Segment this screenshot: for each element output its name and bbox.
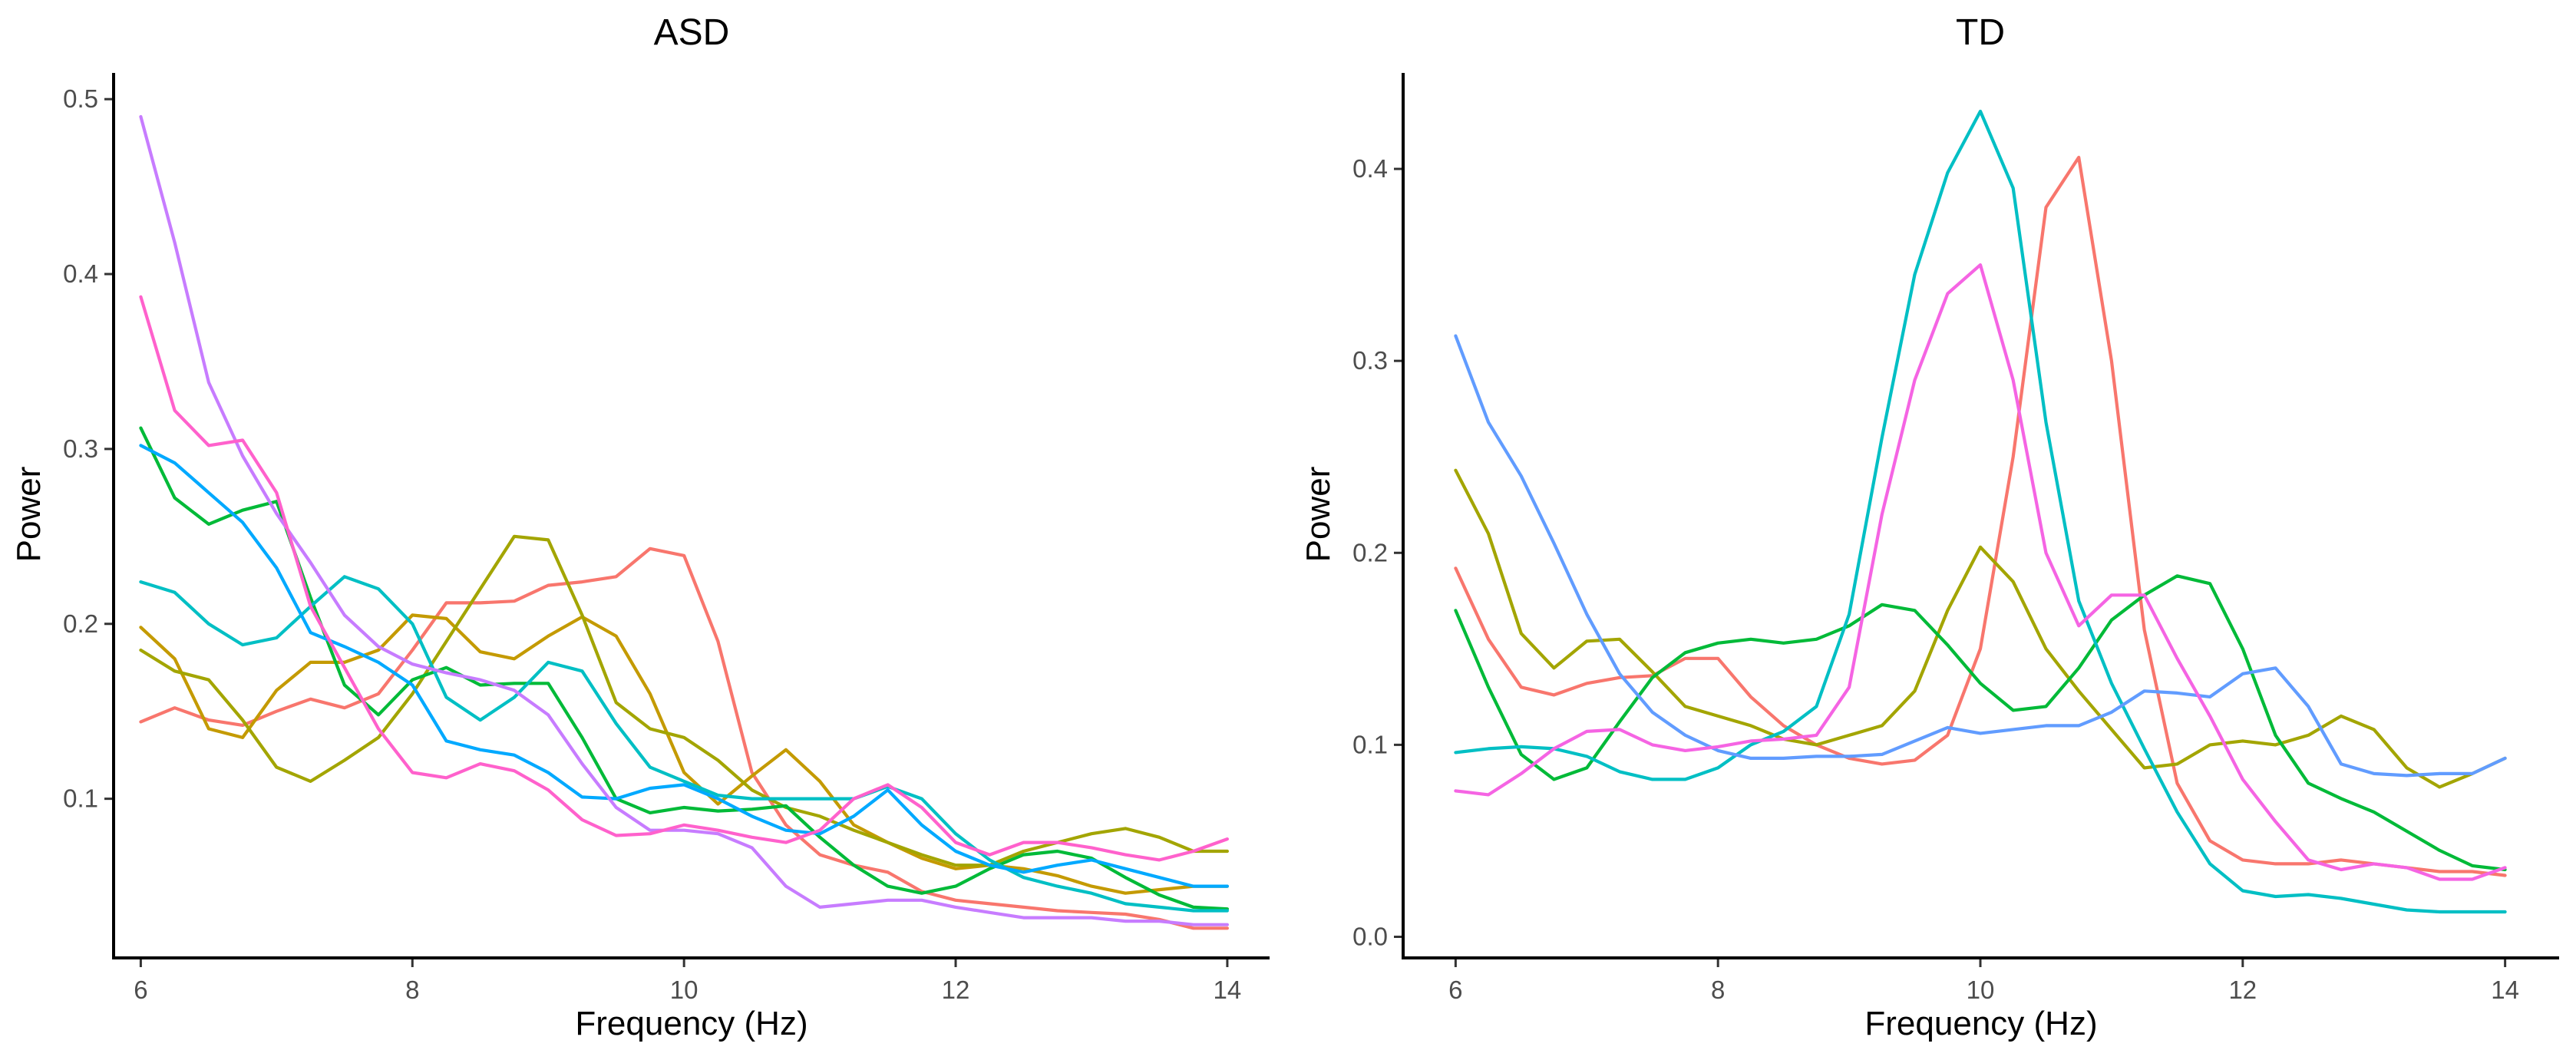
td-series-line-5	[1454, 334, 2507, 778]
asd-series-line-2	[139, 613, 1230, 895]
asd-series-group	[139, 114, 1230, 930]
td-series-line-3	[1454, 574, 2507, 872]
td-ticks: 6 8 10 12 14 0.0 0.1 0.2 0.3 0.4	[1352, 154, 2519, 1004]
asd-x-tick-label: 10	[670, 976, 698, 1004]
asd-panel: ASD 6 8 10 12 14 0.1 0.2 0.3 0.4 0.5 Frequency (H…	[10, 12, 1270, 1042]
td-x-tick-label: 12	[2228, 976, 2257, 1004]
asd-series-line-3	[139, 534, 1230, 867]
td-panel: TD 6 8 10 12 14 0.0 0.1 0.2 0.3 0.4 Frequency (Hz…	[1300, 12, 2559, 1042]
td-x-tick-label: 10	[1967, 976, 1995, 1004]
td-y-tick-label: 0.4	[1352, 154, 1388, 183]
td-series-line-6	[1454, 263, 2507, 881]
asd-x-tick-label: 6	[134, 976, 147, 1004]
asd-series-line-7	[139, 114, 1230, 926]
asd-series-line-6	[139, 444, 1230, 888]
asd-x-tick-label: 12	[942, 976, 970, 1004]
td-series-line-1	[1454, 155, 2507, 877]
td-x-tick-label: 6	[1448, 976, 1462, 1004]
asd-series-line-1	[139, 547, 1230, 930]
td-y-axis-title: Power	[1300, 467, 1337, 563]
td-x-tick-label: 8	[1711, 976, 1725, 1004]
asd-ticks: 6 8 10 12 14 0.1 0.2 0.3 0.4 0.5	[63, 84, 1241, 1004]
asd-y-tick-label: 0.3	[63, 434, 98, 463]
td-x-tick-label: 14	[2491, 976, 2519, 1004]
asd-x-tick-label: 14	[1214, 976, 1242, 1004]
td-series-line-4	[1454, 109, 2507, 914]
asd-y-tick-label: 0.5	[63, 84, 98, 113]
asd-y-tick-label: 0.1	[63, 784, 98, 813]
td-y-tick-label: 0.1	[1352, 730, 1388, 758]
td-y-tick-label: 0.2	[1352, 538, 1388, 566]
asd-y-tick-label: 0.2	[63, 609, 98, 638]
td-x-axis-title: Frequency (Hz)	[1864, 1005, 2097, 1042]
td-y-tick-label: 0.3	[1352, 346, 1388, 375]
td-y-tick-label: 0.0	[1352, 922, 1388, 950]
asd-series-line-5	[139, 575, 1230, 913]
td-series-line-2	[1454, 468, 2507, 789]
asd-x-tick-label: 8	[405, 976, 419, 1004]
asd-y-axis-title: Power	[10, 467, 48, 563]
td-series-group	[1454, 109, 2507, 914]
asd-panel-title: ASD	[654, 12, 730, 53]
asd-series-line-8	[139, 295, 1230, 862]
td-panel-title: TD	[1956, 12, 2005, 53]
asd-x-axis-title: Frequency (Hz)	[575, 1005, 807, 1042]
asd-y-tick-label: 0.4	[63, 259, 98, 288]
